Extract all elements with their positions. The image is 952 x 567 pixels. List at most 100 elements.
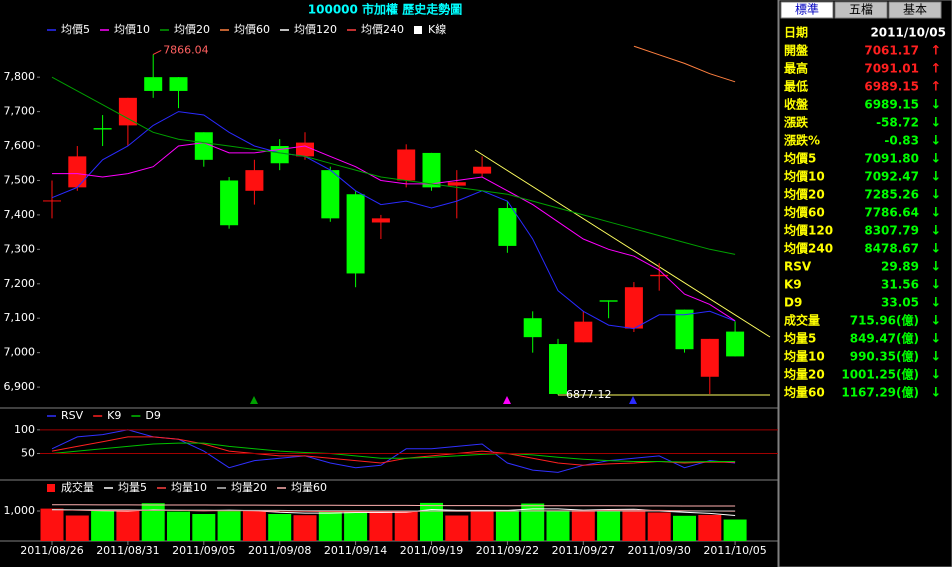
field-label: K9 [784,278,802,292]
chart-panel [43,45,745,395]
candle-body [93,128,112,130]
tab-label[interactable]: 五檔 [849,3,873,17]
chart-title: 100000 市加權 歷史走勢圖 [308,2,462,17]
chart-panel [51,429,736,473]
y-tick-label: 7,600 [4,139,36,152]
legend-label: 均價10 [114,22,150,36]
trend-arrow: ↓ [931,134,942,149]
candle-body [624,287,643,329]
volume-bar [571,510,595,541]
candle-body [726,331,745,357]
legend-label: K9 [107,409,121,422]
volume-bar [546,510,570,541]
trend-arrow: ↓ [931,386,942,401]
field-value: 7091.80 [864,152,919,166]
legend-label: 均量5 [118,481,147,494]
candle-body [700,338,719,377]
field-value: 29.89 [881,260,919,274]
trend-arrow: ↓ [931,206,942,221]
line-series [52,142,736,322]
candle-body [473,166,492,174]
field-value: 7091.01 [864,62,919,76]
tab-label[interactable]: 標準 [795,2,819,17]
tab[interactable] [888,1,942,19]
y-tick-label: 7,700 [4,105,36,118]
legend-label: D9 [145,409,160,422]
y-tick-label: 7,000 [4,346,36,359]
x-tick-label: 2011/09/22 [476,544,539,557]
volume-bar [470,511,494,541]
field-value: -0.83 [884,134,919,148]
legend-label: 均價5 [61,22,90,36]
field-label: 均價20 [784,187,825,202]
annotation: 6877.12 [566,388,612,401]
candle-body [447,182,466,186]
volume-bar [698,514,722,541]
y-tick-label: 7,300 [4,242,36,255]
x-tick-label: 2011/08/26 [20,544,83,557]
field-value: 2011/10/05 [870,26,946,40]
candle-body [220,180,239,226]
volume-bar [521,503,545,541]
candle-body [549,344,567,394]
tab[interactable] [780,1,834,19]
legend-label: K線 [428,22,446,36]
legend-label: 均價60 [234,22,270,36]
field-value: -58.72 [876,116,919,130]
field-label: 成交量 [784,313,820,328]
field-value: 7061.17 [864,44,919,58]
field-value: 31.56 [881,278,919,292]
trend-line [474,149,771,338]
volume-bar [167,511,190,541]
candle-body [523,318,542,338]
volume-bar [597,511,621,541]
field-label: 漲跌 [784,115,809,130]
candle-body [245,170,264,191]
x-tick-label: 2011/09/05 [172,544,235,557]
x-tick-label: 2011/09/08 [248,544,311,557]
trend-arrow: ↓ [931,116,942,131]
field-value: 1001.25(億) [841,367,919,382]
trend-arrow: ↓ [931,278,942,293]
legend-label: 均價120 [294,22,337,36]
y-tick-label: 7,400 [4,208,36,221]
field-value: 6989.15 [864,98,919,112]
candle-body [675,309,694,350]
field-label: 均價10 [784,169,825,184]
volume-bar [673,515,696,541]
candle-body [118,97,137,126]
field-value: 33.05 [881,296,919,310]
field-label: D9 [784,296,802,310]
annotation: 7866.04 [163,43,209,56]
legend-label: RSV [61,409,84,422]
line-series [51,111,736,330]
trend-arrow: ↑ [931,44,942,59]
field-label: 均量60 [784,385,825,400]
tab-label[interactable]: 基本 [903,3,927,17]
field-label: 日期 [784,25,808,40]
volume-bar [495,511,519,541]
trend-arrow: ↑ [931,62,942,77]
volume-bar [445,515,469,541]
legend-label: 均價240 [361,22,404,36]
volume-bar [293,515,317,541]
field-label: 均價5 [784,151,816,166]
volume-bar [192,514,216,541]
volume-bar [647,512,671,541]
trend-arrow: ↓ [931,314,942,329]
tab[interactable] [834,1,888,19]
field-label: 最低 [784,79,808,94]
signal-marker [629,396,637,404]
legend-swatch [47,484,55,492]
volume-bar [141,503,165,541]
field-label: 收盤 [784,97,809,112]
x-tick-label: 2011/09/27 [552,544,615,557]
volume-bar [622,511,646,541]
volume-bar [723,519,747,541]
y-tick-label: 1,000 [4,504,36,517]
field-label: RSV [784,260,812,274]
trend-arrow: ↓ [931,368,942,383]
x-tick-label: 2011/09/30 [627,544,690,557]
candle-body [371,218,390,223]
